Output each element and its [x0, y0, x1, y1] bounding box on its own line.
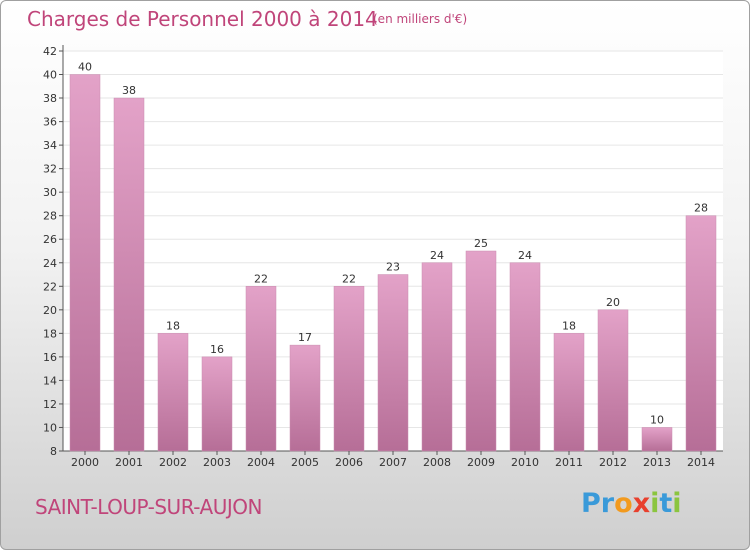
x-tick-label: 2007 [379, 456, 407, 469]
logo-letter: P [581, 488, 601, 519]
bar-value-label: 10 [650, 413, 664, 426]
x-tick-label: 2014 [687, 456, 715, 469]
bar-value-label: 23 [386, 261, 400, 274]
y-tick-label: 18 [43, 327, 57, 340]
bar [641, 427, 673, 452]
x-tick-label: 2002 [159, 456, 187, 469]
x-tick-label: 2008 [423, 456, 451, 469]
y-tick-label: 14 [43, 374, 57, 387]
proxiti-logo: Proxiti [581, 488, 682, 519]
logo-letter: x [632, 488, 651, 519]
y-tick-label: 38 [43, 92, 57, 105]
x-tick-label: 2010 [511, 456, 539, 469]
chart-subtitle: (en milliers d'€) [373, 12, 468, 26]
bar [113, 97, 145, 452]
y-tick-label: 30 [43, 186, 57, 199]
logo-letter: o [614, 488, 633, 519]
y-tick-label: 8 [50, 445, 57, 458]
bar-value-label: 22 [254, 272, 268, 285]
x-tick-label: 2011 [555, 456, 583, 469]
bar [201, 356, 233, 452]
bar [685, 215, 717, 452]
y-tick-label: 40 [43, 69, 57, 82]
bar [553, 333, 585, 452]
bar-value-label: 40 [78, 61, 92, 74]
bar [509, 262, 541, 452]
bar [157, 333, 189, 452]
x-tick-label: 2006 [335, 456, 363, 469]
bar [69, 74, 101, 452]
y-tick-label: 12 [43, 398, 57, 411]
bar-value-label: 38 [122, 84, 136, 97]
x-tick-label: 2005 [291, 456, 319, 469]
bar [421, 262, 453, 452]
bar-value-label: 18 [562, 319, 576, 332]
x-tick-label: 2000 [71, 456, 99, 469]
y-tick-label: 34 [43, 139, 57, 152]
x-tick-label: 2001 [115, 456, 143, 469]
bar-value-label: 18 [166, 319, 180, 332]
logo-letter: i [672, 488, 682, 519]
bar [377, 274, 409, 452]
y-tick-label: 26 [43, 233, 57, 246]
logo-letter: t [659, 488, 673, 519]
bar-value-label: 25 [474, 237, 488, 250]
bar [465, 250, 497, 452]
x-tick-label: 2009 [467, 456, 495, 469]
chart-title: Charges de Personnel 2000 à 2014 [27, 7, 378, 31]
bar-value-label: 17 [298, 331, 312, 344]
y-tick-label: 20 [43, 304, 57, 317]
y-tick-label: 36 [43, 116, 57, 129]
bar [597, 309, 629, 452]
bar-value-label: 24 [430, 249, 444, 262]
bar-value-label: 24 [518, 249, 532, 262]
bar-value-label: 22 [342, 272, 356, 285]
y-tick-label: 28 [43, 210, 57, 223]
logo-letter: i [650, 488, 660, 519]
x-tick-label: 2012 [599, 456, 627, 469]
logo-letter: r [600, 488, 615, 519]
place-name: SAINT-LOUP-SUR-AUJON [35, 495, 262, 519]
x-tick-label: 2013 [643, 456, 671, 469]
bar-value-label: 28 [694, 202, 708, 215]
y-tick-label: 10 [43, 421, 57, 434]
y-tick-label: 16 [43, 351, 57, 364]
bar-value-label: 20 [606, 296, 620, 309]
y-tick-label: 22 [43, 280, 57, 293]
bar-value-label: 16 [210, 343, 224, 356]
bar [333, 286, 365, 452]
x-tick-label: 2003 [203, 456, 231, 469]
y-tick-label: 42 [43, 45, 57, 58]
bar [289, 344, 321, 452]
x-tick-label: 2004 [247, 456, 275, 469]
y-tick-label: 24 [43, 257, 57, 270]
y-tick-label: 32 [43, 163, 57, 176]
bar [245, 286, 277, 452]
